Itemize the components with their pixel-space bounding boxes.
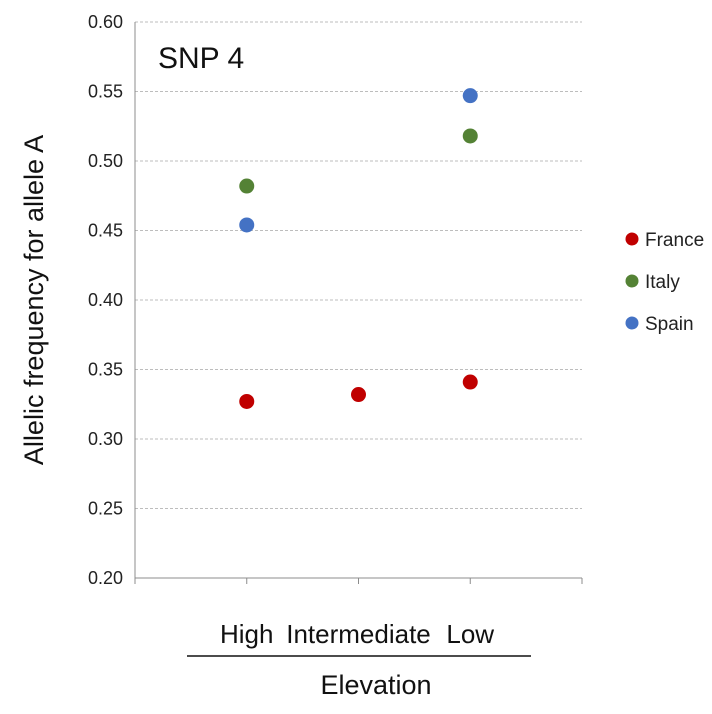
category-labels: High Intermediate Low [220,619,494,649]
legend-label-italy: Italy [645,272,680,293]
data-points [239,88,478,409]
y-tick-label: 0.50 [88,151,123,171]
category-label: High [220,619,273,649]
y-tick-label: 0.45 [88,221,123,241]
data-point-italy [239,178,255,194]
data-point-france [239,393,255,409]
y-tick-labels: 0.20 0.25 0.30 0.35 0.40 0.45 0.50 0.55 0.60 [88,12,123,588]
x-axis-title: Elevation [320,670,431,700]
y-axis-title: Allelic frequency for allele A [19,135,49,465]
y-tick-label: 0.55 [88,82,123,102]
data-point-france [351,387,366,403]
x-axis-ticks [134,578,583,584]
chart-title: SNP 4 [158,42,244,75]
y-tick-label: 0.40 [88,290,123,310]
data-point-italy [462,128,478,144]
category-label: Intermediate [286,619,431,649]
legend-label-spain: Spain [645,314,694,335]
y-tick-label: 0.30 [88,429,123,449]
category-label: Low [446,619,494,649]
legend-label-france: France [645,230,704,251]
legend: France Italy Spain [625,230,704,335]
y-tick-label: 0.25 [88,499,123,519]
data-point-spain [462,88,478,104]
data-point-spain [239,217,255,233]
data-point-france [462,374,478,390]
gridlines [135,21,582,509]
y-tick-label: 0.20 [88,568,123,588]
legend-marker-italy [625,274,639,288]
legend-marker-spain [625,316,639,330]
y-tick-label: 0.35 [88,360,123,380]
y-tick-label: 0.60 [88,12,123,32]
legend-marker-france [625,232,639,246]
